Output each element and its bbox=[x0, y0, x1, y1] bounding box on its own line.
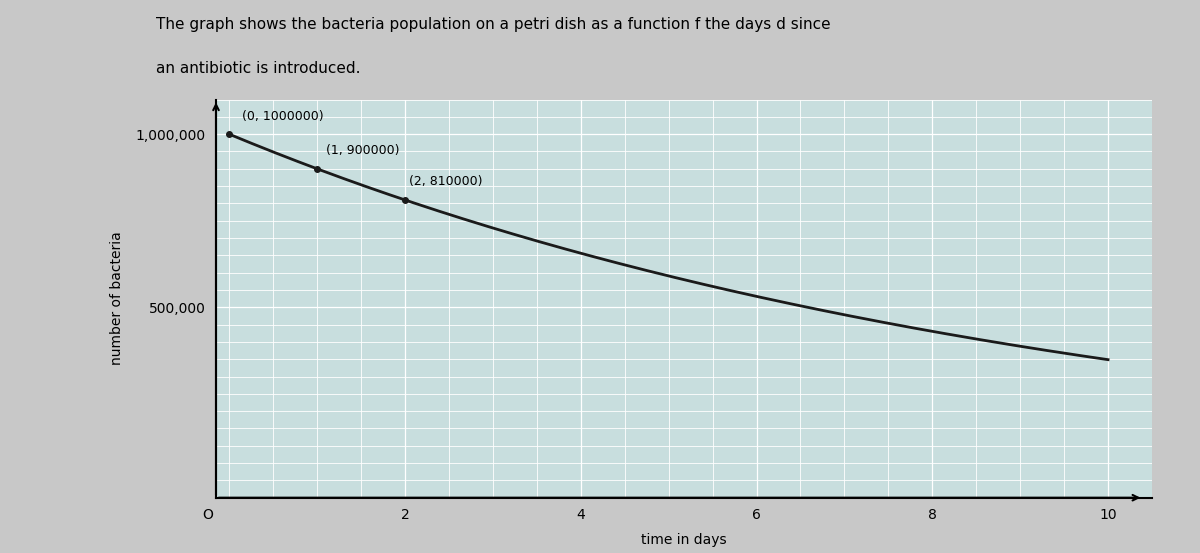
Text: (0, 1000000): (0, 1000000) bbox=[242, 110, 324, 123]
Text: O: O bbox=[202, 508, 212, 522]
Y-axis label: number of bacteria: number of bacteria bbox=[110, 232, 125, 366]
Text: The graph shows the bacteria population on a petri dish as a function f the days: The graph shows the bacteria population … bbox=[156, 17, 830, 32]
Text: (1, 900000): (1, 900000) bbox=[326, 144, 400, 157]
X-axis label: time in days: time in days bbox=[641, 533, 727, 547]
Text: an antibiotic is introduced.: an antibiotic is introduced. bbox=[156, 61, 360, 76]
Text: (2, 810000): (2, 810000) bbox=[409, 175, 482, 189]
